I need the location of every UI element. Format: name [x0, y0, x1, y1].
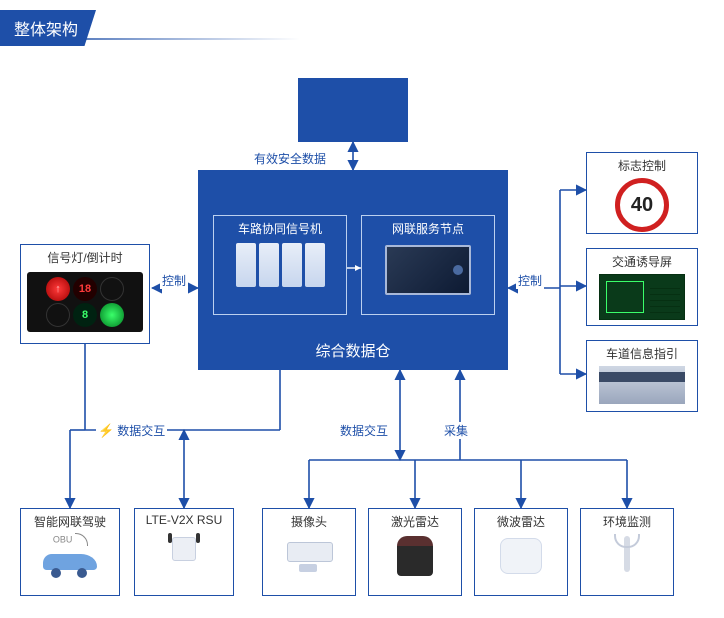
box-env: 环境监测: [580, 508, 674, 596]
traffic-light-icon: ↑ 18 8: [27, 272, 143, 332]
cloud-node: [298, 78, 408, 142]
tl-red-num: 18: [73, 277, 97, 301]
box-camera: 摄像头: [262, 508, 356, 596]
title-underline: [0, 38, 300, 40]
center-panel: 车路协同信号机 网联服务节点 采集 综合数据仓: [198, 170, 508, 370]
obu-label: OBU: [21, 534, 119, 546]
edge-label-cloud: 有效安全数据: [252, 150, 328, 167]
bolt-icon: ⚡: [98, 423, 114, 438]
inner-box-signal: 车路协同信号机: [213, 215, 347, 315]
edge-label-collect: 采集: [442, 422, 470, 439]
radar-icon: [500, 538, 542, 574]
edge-label-left-ctrl: 控制: [160, 272, 188, 289]
edge-label-right-ctrl: 控制: [516, 272, 544, 289]
box-rsu: LTE-V2X RSU: [134, 508, 234, 596]
box-traffic-light-label: 信号灯/倒计时: [21, 245, 149, 268]
box-traffic-guide: 交通诱导屏: [586, 248, 698, 326]
box-lidar-label: 激光雷达: [369, 509, 461, 532]
inner-box-signal-label: 车路协同信号机: [214, 216, 346, 239]
car-icon: [43, 550, 97, 578]
box-lane-info: 车道信息指引: [586, 340, 698, 412]
box-traffic-guide-label: 交通诱导屏: [587, 249, 697, 272]
box-icd: 智能网联驾驶 OBU: [20, 508, 120, 596]
box-lidar: 激光雷达: [368, 508, 462, 596]
box-sign-control: 标志控制 40: [586, 152, 698, 234]
lane-gantry-icon: [599, 366, 685, 404]
tl-green: [100, 303, 124, 327]
box-rsu-label: LTE-V2X RSU: [135, 509, 233, 529]
inner-arrow-icon: [347, 263, 361, 273]
edge-label-mid-interact: 数据交互: [338, 422, 390, 439]
box-icd-label: 智能网联驾驶: [21, 509, 119, 532]
lidar-icon: [397, 536, 433, 576]
signal-devices-icon: [214, 239, 346, 293]
box-sign-control-label: 标志控制: [587, 153, 697, 176]
guide-screen-icon: [599, 274, 685, 320]
tl-off-1: [100, 277, 124, 301]
tl-grn-num: 8: [73, 303, 97, 327]
tl-off-2: [46, 303, 70, 327]
server-icon: [385, 245, 471, 295]
wifi-icon: [75, 534, 87, 546]
page-title: 整体架构: [0, 10, 96, 46]
camera-icon: [281, 538, 337, 572]
speed-sign-icon: 40: [615, 178, 669, 232]
env-sensor-icon: [614, 534, 640, 576]
inner-edge-label: 采集: [531, 421, 559, 438]
rsu-icon: [162, 533, 206, 573]
box-lane-info-label: 车道信息指引: [587, 341, 697, 364]
box-mmw: 微波雷达: [474, 508, 568, 596]
box-traffic-light: 信号灯/倒计时 ↑ 18 8: [20, 244, 150, 344]
inner-box-service: 网联服务节点: [361, 215, 495, 315]
box-env-label: 环境监测: [581, 509, 673, 532]
box-mmw-label: 微波雷达: [475, 509, 567, 532]
tl-red-arrow: ↑: [46, 277, 70, 301]
center-panel-title: 综合数据仓: [199, 340, 507, 361]
inner-box-service-label: 网联服务节点: [362, 216, 494, 239]
edge-label-left-interact: ⚡数据交互: [96, 422, 167, 439]
box-camera-label: 摄像头: [263, 509, 355, 532]
